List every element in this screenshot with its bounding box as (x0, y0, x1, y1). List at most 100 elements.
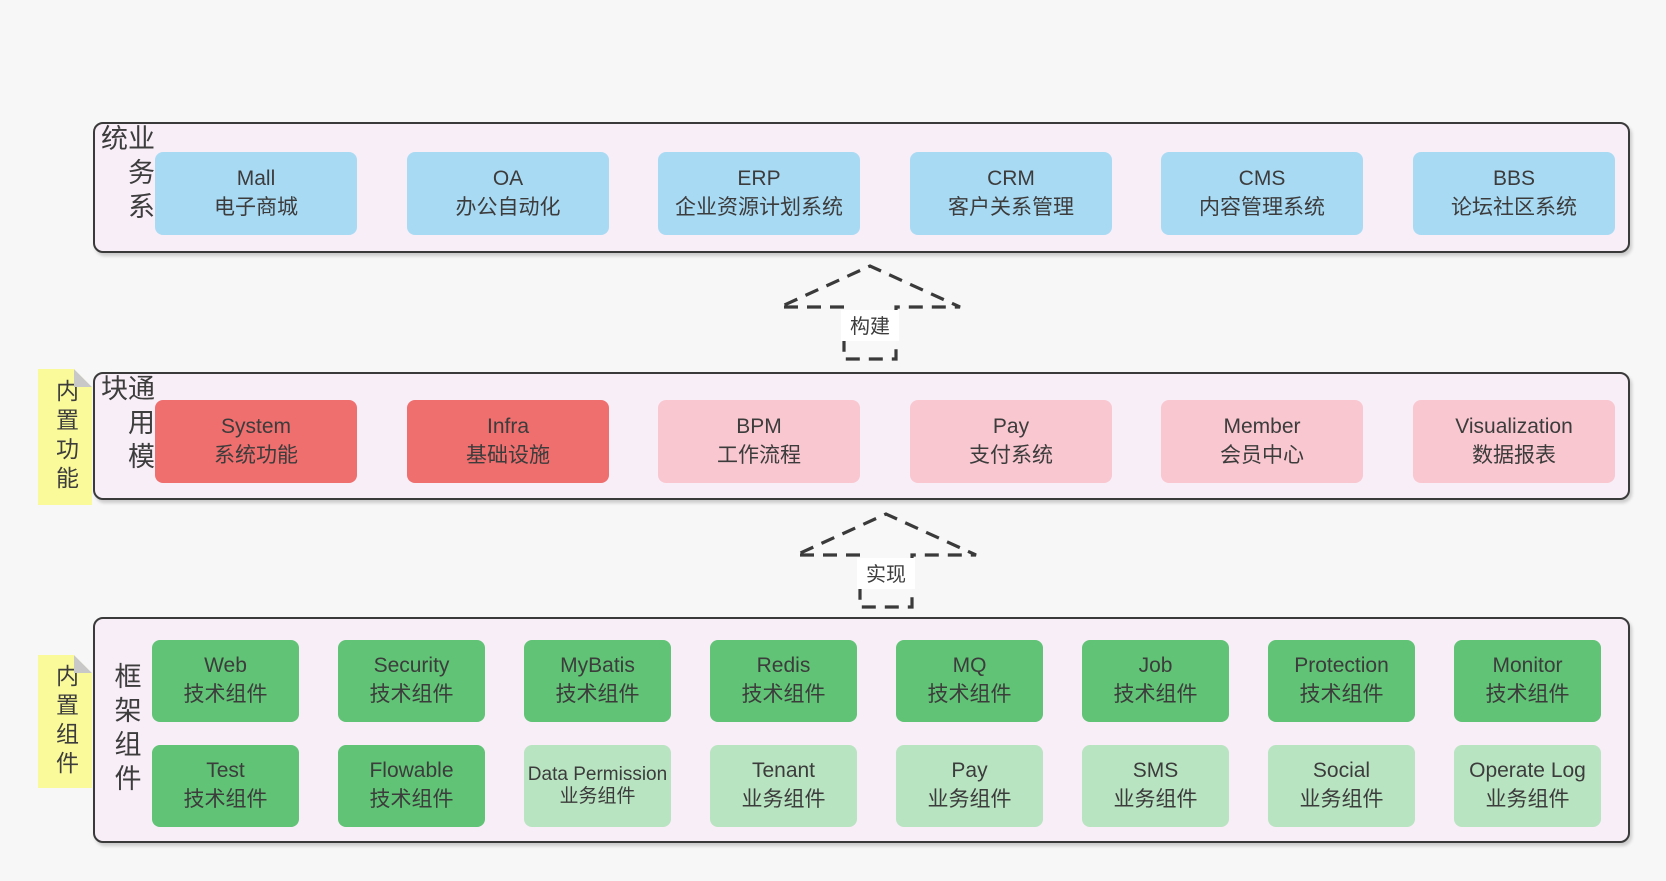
box-subtitle: 技术组件 (369, 683, 454, 706)
panel-label-text: 通用模块 (97, 374, 154, 476)
box-title: Flowable (369, 759, 454, 783)
sticky-label: 内置组件 (52, 663, 79, 780)
box-title: Pay (951, 759, 988, 783)
box-subtitle: 技术组件 (555, 683, 640, 706)
box-title: CMS (1238, 166, 1286, 190)
box-subtitle: 业务组件 (741, 788, 826, 811)
box-system: System 系统功能 (155, 400, 357, 483)
box-title: Web (204, 654, 247, 678)
panel-label-text: 框架组件 (110, 662, 141, 798)
sticky-label: 内置功能 (52, 379, 79, 495)
box-visualization: Visualization 数据报表 (1413, 400, 1615, 483)
box-subtitle: 技术组件 (1485, 683, 1570, 706)
box-title: MyBatis (560, 654, 635, 678)
box-subtitle: 技术组件 (927, 683, 1012, 706)
box-title: Social (1312, 759, 1371, 783)
box-subtitle: 业务组件 (1485, 788, 1570, 811)
box-subtitle: 技术组件 (369, 788, 454, 811)
box-flowable: Flowable 技术组件 (338, 745, 485, 827)
box-monitor: Monitor 技术组件 (1454, 640, 1601, 722)
box-subtitle: 企业资源计划系统 (675, 195, 843, 219)
box-mall: Mall 电子商城 (155, 152, 357, 235)
sticky-note-builtin-features: 内置功能 (38, 369, 92, 505)
box-subtitle: 技术组件 (183, 788, 268, 811)
box-title: OA (492, 166, 524, 190)
box-tenant: Tenant 业务组件 (710, 745, 857, 827)
box-title: Job (1138, 654, 1173, 678)
box-subtitle: 客户关系管理 (948, 195, 1074, 219)
box-subtitle: 业务组件 (927, 788, 1012, 811)
box-crm: CRM 客户关系管理 (910, 152, 1112, 235)
vertical-label-business-systems: 业务系统 (97, 124, 154, 251)
box-security: Security 技术组件 (338, 640, 485, 722)
arrow-implement-label: 实现 (866, 563, 906, 586)
box-title: CRM (987, 166, 1035, 190)
box-title: BPM (736, 414, 782, 438)
box-title: Member (1223, 414, 1301, 438)
box-subtitle: 基础设施 (466, 443, 550, 467)
box-subtitle: 工作流程 (717, 443, 801, 467)
box-title: Visualization (1455, 414, 1573, 438)
sticky-note-builtin-components: 内置组件 (38, 655, 92, 788)
box-protection: Protection 技术组件 (1268, 640, 1415, 722)
box-subtitle: 业务组件 (559, 786, 636, 807)
box-bpm: BPM 工作流程 (658, 400, 860, 483)
box-cms: CMS 内容管理系统 (1161, 152, 1363, 235)
box-social: Social 业务组件 (1268, 745, 1415, 827)
box-title: System (220, 414, 291, 438)
box-title: ERP (737, 166, 781, 190)
box-infra: Infra 基础设施 (407, 400, 609, 483)
box-web: Web 技术组件 (152, 640, 299, 722)
box-title: Test (206, 759, 245, 783)
box-subtitle: 系统功能 (214, 443, 298, 467)
box-subtitle: 支付系统 (969, 443, 1053, 467)
box-subtitle: 业务组件 (1299, 788, 1384, 811)
arrow-build-label: 构建 (850, 315, 890, 338)
box-sms: SMS 业务组件 (1082, 745, 1229, 827)
box-member: Member 会员中心 (1161, 400, 1363, 483)
box-title: Tenant (751, 759, 816, 783)
box-title: SMS (1132, 759, 1179, 783)
box-operate-log: Operate Log 业务组件 (1454, 745, 1601, 827)
box-subtitle: 电子商城 (214, 195, 298, 219)
panel-common-modules: 通用模块 System 系统功能 Infra 基础设施 BPM 工作流程 Pay… (93, 372, 1630, 500)
box-subtitle: 技术组件 (1113, 683, 1198, 706)
box-pay-system: Pay 支付系统 (910, 400, 1112, 483)
box-subtitle: 论坛社区系统 (1451, 195, 1577, 219)
box-title: Monitor (1492, 654, 1563, 678)
box-redis: Redis 技术组件 (710, 640, 857, 722)
box-title: Data Permission (527, 763, 668, 785)
vertical-label-common-modules: 通用模块 (97, 374, 154, 498)
box-mq: MQ 技术组件 (896, 640, 1043, 722)
vertical-label-framework-components: 框架组件 (99, 619, 151, 841)
box-title: MQ (952, 654, 987, 678)
box-title: Mall (236, 166, 276, 190)
box-subtitle: 业务组件 (1113, 788, 1198, 811)
box-subtitle: 数据报表 (1472, 443, 1556, 467)
box-subtitle: 技术组件 (183, 683, 268, 706)
box-title: Operate Log (1469, 759, 1586, 783)
box-title: BBS (1492, 166, 1536, 190)
box-data-permission: Data Permission 业务组件 (524, 745, 671, 827)
folded-corner-icon (74, 655, 92, 673)
box-title: Security (373, 654, 450, 678)
box-erp: ERP 企业资源计划系统 (658, 152, 860, 235)
box-mybatis: MyBatis 技术组件 (524, 640, 671, 722)
box-title: Pay (992, 414, 1030, 438)
box-job: Job 技术组件 (1082, 640, 1229, 722)
box-test: Test 技术组件 (152, 745, 299, 827)
box-title: Protection (1294, 654, 1389, 678)
panel-business-systems: 业务系统 Mall 电子商城 OA 办公自动化 ERP 企业资源计划系统 CRM… (93, 122, 1630, 253)
box-subtitle: 会员中心 (1220, 443, 1304, 467)
box-subtitle: 内容管理系统 (1199, 195, 1325, 219)
box-subtitle: 办公自动化 (455, 195, 561, 219)
box-bbs: BBS 论坛社区系统 (1413, 152, 1615, 235)
folded-corner-icon (74, 369, 92, 387)
panel-label-text: 业务系统 (97, 124, 154, 226)
box-oa: OA 办公自动化 (407, 152, 609, 235)
box-title: Redis (756, 654, 811, 678)
box-subtitle: 技术组件 (741, 683, 826, 706)
box-pay-component: Pay 业务组件 (896, 745, 1043, 827)
panel-framework-components: 框架组件 Web 技术组件 Security 技术组件 MyBatis 技术组件… (93, 617, 1630, 843)
